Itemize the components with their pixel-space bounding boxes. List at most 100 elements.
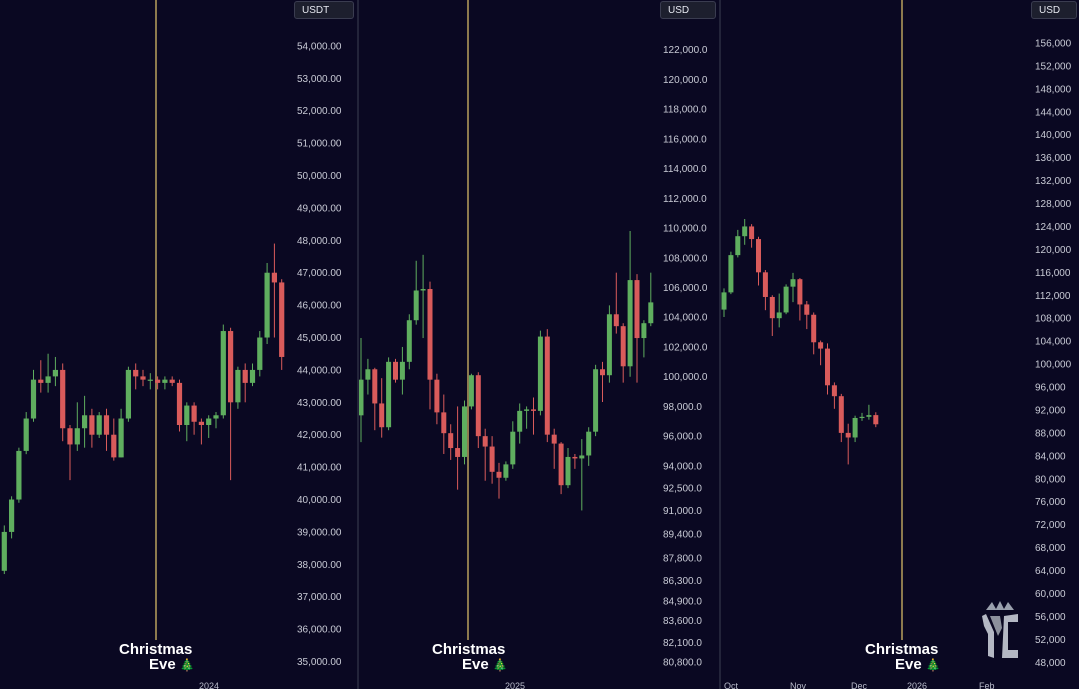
candle-body: [790, 279, 796, 287]
candle-body: [393, 361, 398, 380]
candle-body: [38, 379, 44, 383]
candle-body: [147, 379, 153, 381]
candle-body: [468, 375, 474, 407]
christmas-eve-annotation: Christmas Eve 🎄: [865, 642, 941, 673]
candle-body: [517, 410, 523, 432]
candle-body: [191, 405, 197, 422]
y-tick-label: 46,000.00: [297, 301, 342, 312]
candle-body: [264, 272, 270, 338]
y-tick-label: 104,000.0: [663, 313, 708, 324]
candle-body: [420, 289, 426, 291]
candle-body: [125, 369, 131, 419]
candle-body: [866, 415, 872, 417]
candle-body: [235, 369, 241, 403]
candle-body: [586, 431, 592, 456]
candle-body: [728, 255, 734, 293]
y-tick-label: 53,000.00: [297, 74, 342, 85]
y-tick-label: 82,100.0: [663, 638, 702, 649]
candlestick-chart-2026: 48,000 52,000 56,000 60,000 64,000 68,000 72,0…: [721, 0, 1072, 669]
chart-panel-2025[interactable]: 80,800.0 82,100.0 83,600.0 84,900.0 86,300.0…: [359, 0, 719, 689]
y-tick-label: 96,000: [1035, 383, 1066, 394]
y-tick-label: 60,000: [1035, 589, 1066, 600]
candle-body: [749, 226, 755, 240]
y-tick-label: 80,000: [1035, 474, 1066, 485]
candle-body: [742, 226, 748, 237]
christmas-eve-annotation: Christmas Eve 🎄: [432, 642, 508, 673]
y-tick-label: 50,000.00: [297, 171, 342, 182]
y-tick-label: 100,000: [1035, 360, 1072, 371]
y-tick-label: 94,000.0: [663, 461, 702, 472]
y-tick-label: 54,000.00: [297, 41, 342, 52]
candle-body: [140, 376, 146, 380]
candle-body: [399, 361, 405, 380]
candle-body: [45, 376, 51, 383]
x-axis-label: Nov: [790, 681, 807, 689]
chart-panel-2024[interactable]: 35,000.00 36,000.00 37,000.00 38,000.00 39,0…: [0, 0, 357, 689]
candle-body: [67, 428, 73, 445]
y-tick-label: 40,000.00: [297, 495, 342, 506]
candle-body: [831, 385, 837, 397]
candle-body: [804, 304, 810, 315]
candle-body: [242, 369, 248, 383]
y-tick-label: 112,000.0: [663, 194, 707, 205]
candle-body: [783, 286, 789, 313]
y-tick-label: 156,000: [1035, 38, 1072, 49]
chart-panel-2026[interactable]: 48,000 52,000 56,000 60,000 64,000 68,000 72,0…: [721, 0, 1079, 689]
y-tick-label: 52,000.00: [297, 106, 342, 117]
y-tick-label: 48,000.00: [297, 236, 342, 247]
christmas-tree-icon: 🎄: [925, 658, 941, 672]
candle-body: [257, 337, 263, 370]
candlestick-chart-2024: 35,000.00 36,000.00 37,000.00 38,000.00 39,0…: [1, 0, 342, 668]
y-tick-label: 92,500.0: [663, 484, 702, 495]
annotation-line2: Eve: [462, 656, 489, 673]
candlestick-chart-2025: 80,800.0 82,100.0 83,600.0 84,900.0 86,300.0…: [359, 0, 708, 669]
candle-body: [448, 433, 454, 449]
candle-body: [845, 432, 851, 438]
candle-body: [213, 415, 219, 419]
candle-body: [558, 443, 564, 486]
candle-body: [510, 431, 516, 465]
y-tick-label: 84,900.0: [663, 597, 702, 608]
candle-body: [169, 379, 175, 383]
y-tick-label: 39,000.00: [297, 527, 342, 538]
y-tick-label: 43,000.00: [297, 398, 342, 409]
candle-body: [413, 290, 419, 321]
candle-body: [606, 314, 612, 376]
panel-divider: [357, 0, 359, 689]
candle-body: [462, 406, 467, 457]
candle-body: [873, 415, 879, 425]
x-axis-label: 2024: [199, 681, 220, 689]
y-tick-label: 80,800.0: [663, 658, 702, 669]
candle-body: [769, 296, 775, 319]
y-tick-label: 89,400.0: [663, 530, 702, 541]
y-tick-label: 42,000.00: [297, 430, 342, 441]
y-tick-label: 122,000.0: [663, 45, 708, 56]
y-tick-label: 41,000.00: [297, 463, 342, 474]
annotation-line2: Eve: [895, 656, 922, 673]
candle-body: [365, 369, 371, 380]
candle-body: [118, 418, 124, 458]
candle-body: [593, 369, 599, 432]
y-tick-label: 144,000: [1035, 107, 1072, 118]
candle-body: [155, 379, 161, 383]
y-tick-label: 112,000: [1035, 291, 1071, 302]
candle-body: [52, 369, 58, 377]
candle-body: [441, 412, 447, 434]
y-tick-label: 116,000: [1035, 268, 1071, 279]
christmas-eve-annotation: Christmas Eve 🎄: [119, 642, 195, 673]
annotation-line2: Eve: [149, 656, 176, 673]
y-tick-label: 106,000.0: [663, 283, 708, 294]
y-tick-label: 37,000.00: [297, 592, 342, 603]
candle-body: [279, 282, 285, 357]
candle-body: [797, 279, 803, 305]
candle-body: [825, 348, 830, 386]
y-tick-label: 118,000.0: [663, 105, 707, 116]
candle-body: [818, 342, 824, 349]
y-tick-label: 48,000: [1035, 658, 1066, 669]
x-axis-label: 2025: [505, 681, 526, 689]
candle-body: [600, 369, 605, 376]
y-tick-label: 128,000: [1035, 199, 1072, 210]
candle-body: [30, 379, 37, 419]
y-tick-label: 36,000.00: [297, 625, 342, 636]
y-tick-label: 44,000.00: [297, 365, 342, 376]
